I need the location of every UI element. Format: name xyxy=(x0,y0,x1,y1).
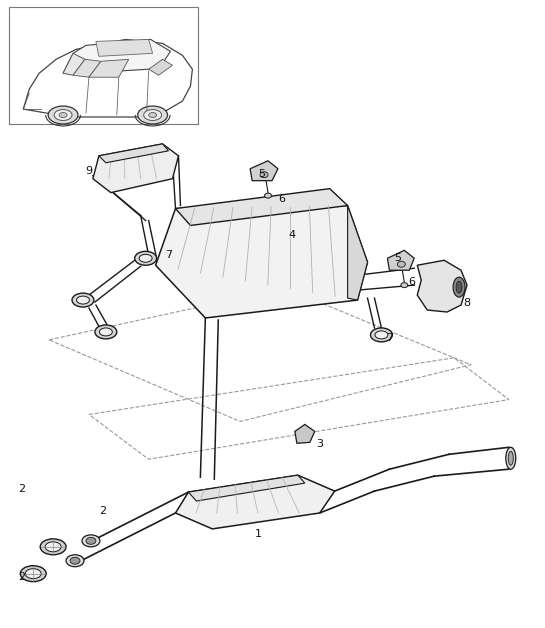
Ellipse shape xyxy=(397,261,405,268)
Text: 2: 2 xyxy=(99,506,106,516)
Polygon shape xyxy=(417,260,467,312)
Ellipse shape xyxy=(135,251,156,265)
Ellipse shape xyxy=(72,293,94,307)
Ellipse shape xyxy=(54,109,72,121)
Ellipse shape xyxy=(453,277,465,297)
Polygon shape xyxy=(348,205,367,300)
Polygon shape xyxy=(295,425,315,443)
Ellipse shape xyxy=(456,281,462,293)
Text: 9: 9 xyxy=(86,166,93,176)
Text: 8: 8 xyxy=(463,298,470,308)
Text: 3: 3 xyxy=(316,440,323,449)
Ellipse shape xyxy=(95,325,117,339)
Ellipse shape xyxy=(70,557,80,564)
Ellipse shape xyxy=(20,566,46,582)
Polygon shape xyxy=(99,144,168,163)
Polygon shape xyxy=(93,144,178,193)
Polygon shape xyxy=(63,53,85,75)
Ellipse shape xyxy=(99,328,112,336)
Ellipse shape xyxy=(506,447,516,469)
Ellipse shape xyxy=(508,452,513,465)
Text: 5: 5 xyxy=(394,253,401,263)
Ellipse shape xyxy=(76,296,89,304)
Polygon shape xyxy=(73,59,101,77)
Polygon shape xyxy=(96,40,153,57)
Ellipse shape xyxy=(40,539,66,555)
Ellipse shape xyxy=(45,542,61,552)
Polygon shape xyxy=(387,251,414,270)
Polygon shape xyxy=(175,475,335,529)
Ellipse shape xyxy=(139,254,152,263)
Polygon shape xyxy=(156,205,367,318)
Text: 6: 6 xyxy=(408,277,415,287)
Polygon shape xyxy=(250,161,278,181)
Text: 6: 6 xyxy=(278,193,286,203)
Ellipse shape xyxy=(375,331,388,339)
Ellipse shape xyxy=(371,328,392,342)
Ellipse shape xyxy=(82,535,100,547)
Polygon shape xyxy=(63,40,171,73)
Bar xyxy=(9,6,198,124)
Polygon shape xyxy=(149,59,173,75)
Ellipse shape xyxy=(264,193,271,198)
Ellipse shape xyxy=(149,112,156,117)
Polygon shape xyxy=(175,188,348,225)
Text: 5: 5 xyxy=(258,169,265,179)
Text: 1: 1 xyxy=(255,529,262,539)
Polygon shape xyxy=(89,59,129,77)
Text: 7: 7 xyxy=(165,251,172,260)
Polygon shape xyxy=(189,475,305,501)
Text: 2: 2 xyxy=(18,484,25,494)
Ellipse shape xyxy=(260,171,268,178)
Ellipse shape xyxy=(59,112,67,117)
Text: 7: 7 xyxy=(386,333,393,343)
Ellipse shape xyxy=(86,538,96,544)
Ellipse shape xyxy=(66,555,84,566)
Polygon shape xyxy=(23,40,192,117)
Ellipse shape xyxy=(48,106,78,124)
Text: 4: 4 xyxy=(288,230,295,241)
Ellipse shape xyxy=(144,109,161,121)
Text: 2: 2 xyxy=(18,571,25,582)
Ellipse shape xyxy=(401,283,408,288)
Ellipse shape xyxy=(25,569,41,578)
Ellipse shape xyxy=(138,106,167,124)
